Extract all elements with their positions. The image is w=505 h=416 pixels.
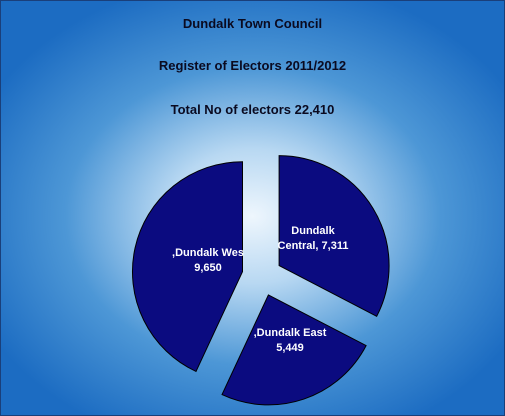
data-label-dundalk-east: ,Dundalk East 5,449 <box>254 327 327 354</box>
data-label-dundalk-east-line-2: 5,449 <box>276 342 304 354</box>
data-label-dundalk-west: ,Dundalk Wes 9,650 <box>172 247 244 274</box>
slice-dundalk-central <box>278 155 390 317</box>
chart-title-line-3: Total No of electors 22,410 <box>170 102 335 117</box>
data-label-dundalk-central: Dundalk Central, 7,311 <box>278 225 349 252</box>
chart-title-line-2: Register of Electors 2011/2012 <box>158 58 347 73</box>
slice-dundalk-east <box>221 294 367 406</box>
chart-title-line-1: Dundalk Town Council <box>182 16 323 31</box>
data-label-dundalk-central-line-1: Dundalk <box>291 225 335 237</box>
data-label-dundalk-east-line-1: ,Dundalk East <box>254 327 327 339</box>
slice-dundalk-west <box>132 161 243 373</box>
data-label-dundalk-central-line-2: Central, 7,311 <box>278 240 349 252</box>
data-label-dundalk-west-line-2: 9,650 <box>194 262 222 274</box>
data-label-dundalk-west-line-1: ,Dundalk Wes <box>172 247 244 259</box>
